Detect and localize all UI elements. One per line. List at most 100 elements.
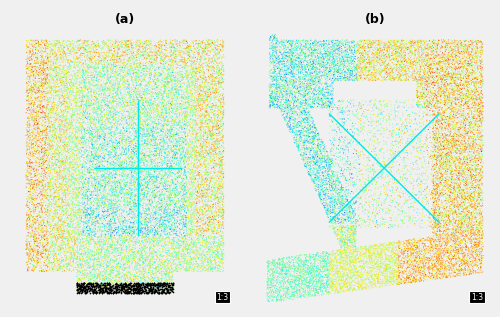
Point	[146, 71, 154, 76]
Point	[337, 236, 345, 242]
Point	[179, 173, 187, 178]
Point	[202, 202, 209, 207]
Point	[150, 285, 158, 290]
Point	[292, 48, 300, 53]
Point	[74, 74, 82, 80]
Point	[424, 257, 432, 262]
Point	[314, 273, 322, 278]
Point	[210, 112, 218, 117]
Point	[392, 76, 400, 81]
Point	[446, 78, 454, 83]
Point	[109, 264, 117, 269]
Point	[424, 101, 432, 106]
Point	[371, 45, 379, 50]
Point	[158, 115, 166, 120]
Point	[180, 239, 188, 244]
Point	[433, 264, 441, 269]
Point	[458, 257, 466, 262]
Point	[358, 265, 366, 270]
Point	[313, 288, 321, 293]
Point	[449, 67, 457, 72]
Point	[286, 73, 294, 78]
Point	[106, 233, 114, 238]
Point	[324, 155, 332, 160]
Point	[164, 62, 172, 67]
Point	[129, 53, 137, 58]
Point	[136, 152, 144, 157]
Point	[168, 155, 176, 160]
Point	[70, 48, 78, 53]
Point	[328, 188, 336, 193]
Point	[144, 289, 152, 294]
Point	[330, 179, 338, 184]
Point	[45, 118, 53, 123]
Point	[346, 268, 354, 273]
Point	[116, 227, 124, 232]
Point	[313, 160, 321, 165]
Point	[445, 256, 453, 261]
Point	[192, 262, 200, 267]
Point	[466, 167, 474, 172]
Point	[272, 51, 280, 56]
Point	[74, 276, 82, 281]
Point	[122, 151, 130, 156]
Point	[76, 104, 84, 109]
Point	[88, 66, 96, 71]
Point	[404, 254, 412, 259]
Point	[90, 67, 98, 72]
Point	[356, 282, 364, 287]
Point	[130, 287, 138, 292]
Point	[49, 163, 57, 168]
Point	[91, 229, 99, 234]
Point	[23, 84, 31, 89]
Point	[314, 47, 322, 52]
Point	[346, 68, 354, 74]
Point	[72, 211, 80, 217]
Point	[276, 72, 284, 77]
Point	[65, 70, 73, 75]
Point	[166, 284, 174, 289]
Point	[322, 261, 330, 266]
Point	[432, 257, 440, 262]
Point	[380, 75, 388, 81]
Point	[429, 208, 437, 213]
Point	[213, 47, 221, 52]
Point	[447, 72, 455, 77]
Point	[264, 265, 272, 270]
Point	[154, 284, 162, 289]
Point	[184, 107, 192, 112]
Point	[204, 50, 212, 55]
Point	[270, 69, 278, 74]
Point	[266, 92, 274, 97]
Point	[314, 95, 322, 100]
Point	[372, 261, 380, 266]
Point	[84, 202, 92, 207]
Point	[74, 158, 82, 163]
Point	[208, 255, 216, 260]
Point	[377, 243, 385, 248]
Point	[168, 180, 176, 185]
Point	[338, 286, 345, 291]
Point	[130, 255, 138, 260]
Point	[296, 276, 304, 281]
Point	[196, 265, 203, 270]
Point	[134, 270, 142, 275]
Point	[90, 74, 98, 80]
Point	[50, 152, 58, 157]
Point	[201, 195, 209, 200]
Point	[431, 220, 439, 225]
Point	[408, 43, 416, 48]
Point	[266, 285, 274, 290]
Point	[216, 220, 224, 225]
Point	[272, 271, 280, 276]
Point	[100, 135, 108, 140]
Point	[78, 78, 86, 83]
Point	[61, 51, 69, 56]
Point	[370, 131, 378, 136]
Point	[80, 230, 88, 235]
Point	[438, 133, 446, 138]
Point	[202, 203, 210, 208]
Point	[112, 273, 120, 278]
Point	[40, 103, 48, 108]
Point	[474, 75, 482, 80]
